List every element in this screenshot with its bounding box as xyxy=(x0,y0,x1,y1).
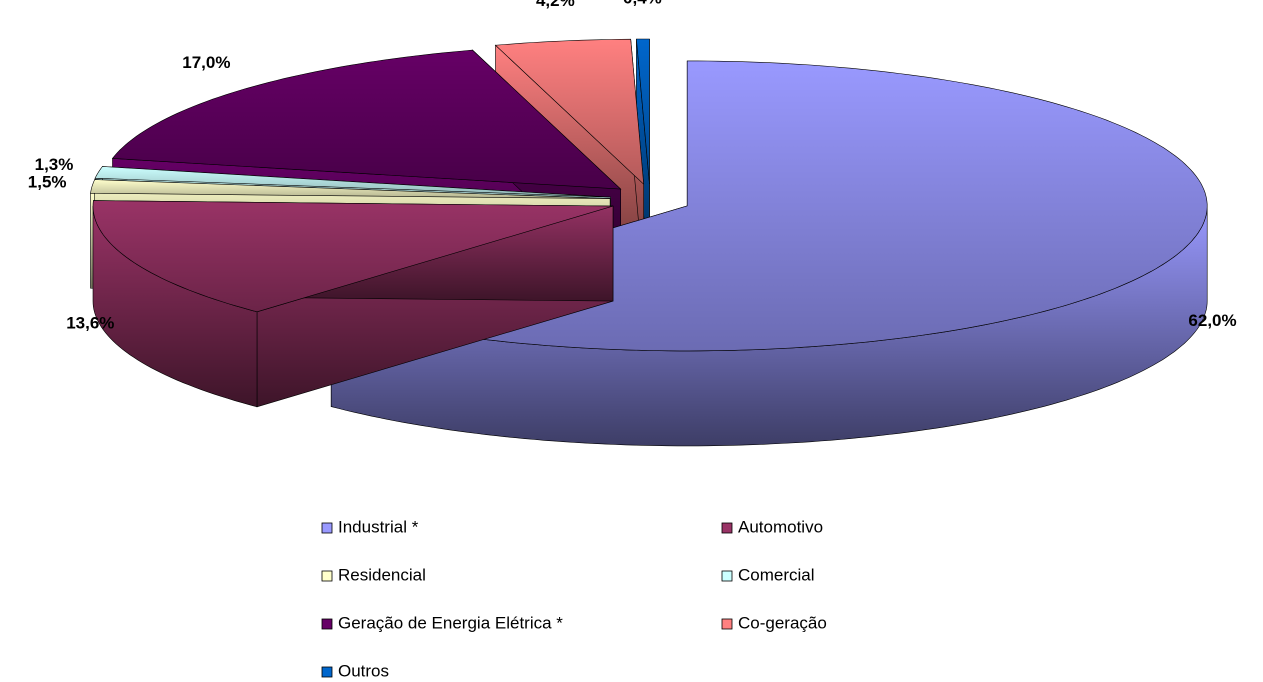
slice-top-shade xyxy=(636,39,650,184)
legend-swatch xyxy=(721,570,733,582)
legend-label: Residencial xyxy=(338,565,426,584)
slice-top-shade xyxy=(112,50,621,190)
slice-top-shade xyxy=(495,39,644,185)
labels: 0,4% 4,2% 17,0% 1,3%1,5% 62,0% 13,6% xyxy=(28,0,1237,332)
value-label: 1,3% xyxy=(35,155,74,174)
legend-label: Comercial xyxy=(738,565,815,584)
slice-top-shade xyxy=(93,200,613,312)
legend-label: Automotivo xyxy=(738,517,823,536)
legend-swatch xyxy=(321,618,333,630)
legend-label: Industrial * xyxy=(338,517,419,536)
value-label: 1,5% xyxy=(28,172,67,191)
value-label: 13,6% xyxy=(66,313,114,332)
legend-swatch xyxy=(321,522,333,534)
legend-swatch xyxy=(721,522,733,534)
slice-top-shade xyxy=(90,179,611,199)
legend-swatch xyxy=(721,618,733,630)
value-label: 17,0% xyxy=(182,53,230,72)
value-label: 62,0% xyxy=(1188,311,1236,330)
legend: Industrial * Automotivo Residencial Comerci… xyxy=(321,517,827,680)
slice-wall-shade xyxy=(331,205,1208,446)
legend-swatch xyxy=(321,666,333,678)
value-label: 0,4% xyxy=(623,0,662,8)
legend-label: Outros xyxy=(338,661,389,680)
legend-label: Geração de Energia Elétrica * xyxy=(338,613,563,632)
pie xyxy=(90,38,1208,447)
legend-swatch xyxy=(321,570,333,582)
slice-top-shade xyxy=(95,166,611,198)
legend-label: Co-geração xyxy=(738,613,827,632)
slice-wall-shade xyxy=(93,206,257,407)
value-label: 4,2% xyxy=(536,0,575,10)
